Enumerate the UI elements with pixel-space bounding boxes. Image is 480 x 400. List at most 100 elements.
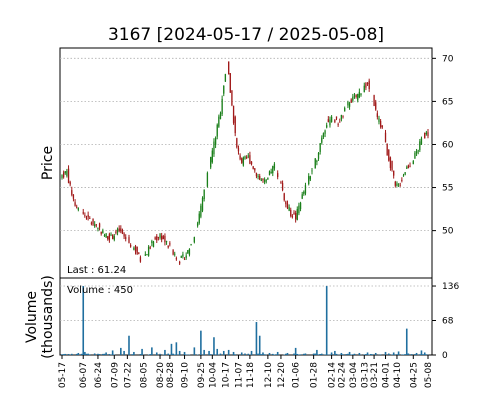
- candle-body: [409, 165, 411, 167]
- volume-bar: [345, 354, 348, 355]
- candle-body: [174, 253, 176, 255]
- volume-bar: [67, 353, 70, 355]
- volume-bar: [334, 350, 336, 355]
- candle-body: [71, 190, 73, 195]
- candle-body: [102, 230, 104, 234]
- candle-body: [116, 229, 119, 233]
- candle-body: [277, 173, 279, 177]
- candle-body: [95, 224, 97, 226]
- candle-body: [98, 223, 101, 228]
- candle-body: [384, 132, 387, 143]
- candle-body: [239, 155, 241, 160]
- candle-body: [175, 258, 178, 260]
- candle-body: [249, 155, 251, 164]
- candle-body: [363, 85, 365, 93]
- candle-body: [97, 227, 99, 229]
- candle-body: [206, 172, 209, 187]
- volume-bar: [335, 353, 338, 355]
- candle-body: [128, 237, 130, 243]
- candle-body: [283, 193, 285, 201]
- candle-body: [393, 170, 395, 176]
- candle-body: [303, 191, 305, 194]
- x-tick-label: 03-13: [360, 362, 370, 388]
- price-tick-label: 55: [442, 184, 453, 194]
- candle-body: [85, 218, 88, 220]
- volume-bar: [258, 335, 261, 355]
- volume-bar: [352, 354, 354, 355]
- candle-body: [134, 245, 137, 252]
- candle-body: [324, 130, 326, 134]
- volume-bar: [222, 350, 225, 355]
- volume-bar: [374, 352, 377, 355]
- volume-bar: [128, 335, 130, 355]
- volume-bar: [98, 354, 101, 355]
- volume-bar: [62, 354, 65, 355]
- candle-body: [420, 138, 423, 145]
- candle-body: [365, 83, 367, 88]
- candle-body: [366, 82, 369, 84]
- candle-body: [165, 241, 168, 242]
- x-tick-label: 09-25: [197, 362, 207, 388]
- candle-body: [298, 205, 300, 214]
- volume-tick-label: 136: [442, 282, 459, 292]
- volume-bar: [120, 347, 122, 355]
- x-tick-label: 08-28: [166, 362, 176, 388]
- volume-axis-label: Volume(thousands): [24, 275, 56, 359]
- volume-bar: [325, 286, 328, 355]
- candle-body: [182, 254, 184, 257]
- candle-body: [379, 120, 382, 127]
- candle-body: [167, 245, 169, 248]
- candle-body: [301, 194, 303, 199]
- candle-body: [67, 168, 70, 183]
- candle-body: [89, 218, 91, 219]
- candle-body: [259, 176, 261, 180]
- candle-body: [234, 116, 236, 134]
- x-tick-label: 04-25: [409, 362, 419, 388]
- candle-body: [185, 255, 187, 258]
- candle-body: [425, 132, 428, 134]
- volume-bar: [77, 352, 80, 355]
- volume-bar: [340, 352, 343, 355]
- candle-body: [149, 247, 151, 249]
- candle-body: [394, 181, 396, 186]
- volume-bar: [102, 353, 104, 355]
- volume-bar: [209, 354, 212, 355]
- volume-tick-label: 68: [442, 317, 454, 327]
- volume-bar: [64, 353, 67, 355]
- candle-body: [113, 236, 115, 240]
- candle-body: [203, 189, 205, 199]
- candle-body: [123, 233, 125, 237]
- candle-body: [125, 237, 127, 239]
- candle-body: [196, 223, 199, 226]
- volume-bar: [131, 354, 134, 355]
- price-grid: [60, 57, 432, 232]
- candle-body: [334, 119, 336, 122]
- volume-bar: [105, 352, 107, 355]
- candle-body: [187, 250, 189, 254]
- candle-body: [270, 171, 272, 174]
- volume-bar: [263, 354, 266, 355]
- volume-bar: [172, 353, 174, 355]
- volume-bar: [392, 352, 395, 355]
- candle-body: [129, 245, 132, 247]
- x-tick-label: 02-14: [328, 362, 338, 388]
- volume-bar: [324, 354, 326, 355]
- candle-body: [404, 172, 406, 175]
- volume-bar: [240, 352, 243, 355]
- candle-body: [112, 234, 114, 240]
- candle-body: [178, 261, 181, 264]
- candle-body: [244, 156, 246, 159]
- volume-bar: [75, 353, 78, 355]
- x-tick-label: 01-06: [292, 362, 302, 388]
- x-tick-label: 03-04: [349, 362, 359, 388]
- candle-body: [105, 233, 107, 238]
- candle-body: [290, 209, 292, 217]
- candle-body: [237, 148, 240, 152]
- x-tick-label: 03-21: [370, 362, 380, 388]
- candle-body: [241, 158, 243, 163]
- x-tick-label: 11-07: [234, 362, 244, 388]
- candle-body: [419, 141, 421, 151]
- x-tick-label: 01-28: [310, 362, 320, 388]
- volume-bar: [167, 353, 170, 355]
